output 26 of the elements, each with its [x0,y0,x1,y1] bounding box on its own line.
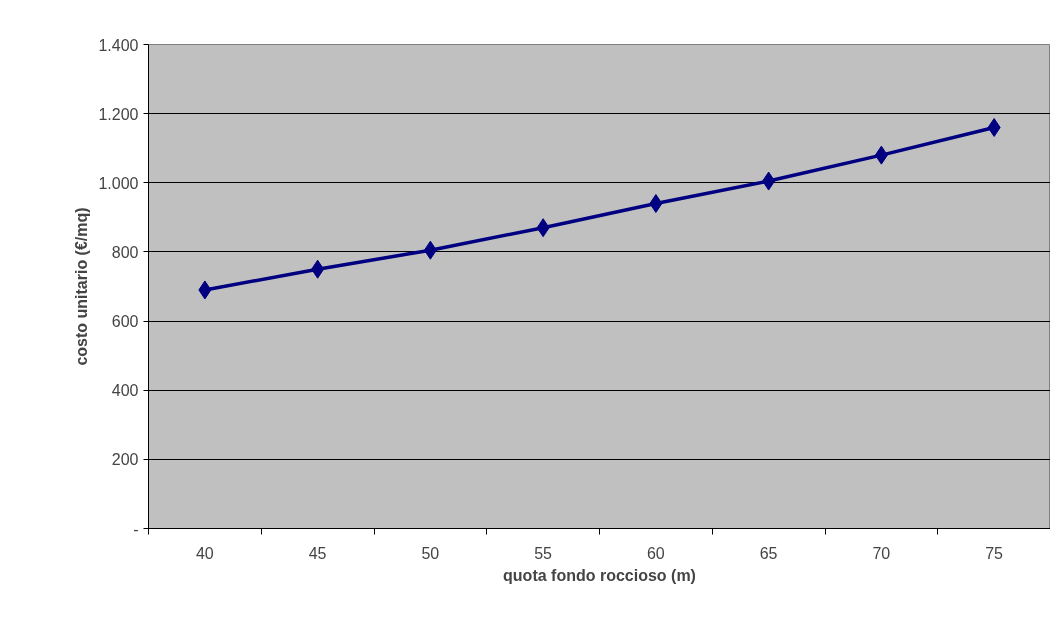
y-tick-label: 200 [111,451,139,469]
x-tick-label: 75 [985,544,1004,562]
y-tick-label: 800 [111,243,139,261]
point [423,240,437,260]
point [649,194,663,214]
x-tick-label: 55 [534,544,553,562]
x-tick-label: 65 [759,544,778,562]
y-tick-label: 1.000 [98,174,139,192]
x-tick-label: 60 [646,544,665,562]
y-tick-label: 1.400 [98,36,139,54]
y-tick-label: 1.200 [98,105,139,123]
point [987,117,1001,137]
y-tick-label: 600 [111,313,139,331]
point [311,259,325,279]
y-tick-label: 400 [111,382,139,400]
point [536,218,550,238]
x-tick-label: 40 [195,544,214,562]
point [874,145,888,165]
y-axis-title: costo unitario (€/mq) [73,207,91,366]
y-tick-label: - [133,520,139,538]
point [198,280,212,300]
x-axis-title: quota fondo roccioso (m) [503,566,696,584]
x-tick-label: 70 [872,544,891,562]
x-tick-label: 45 [308,544,327,562]
point [762,171,776,191]
x-tick-label: 50 [421,544,440,562]
